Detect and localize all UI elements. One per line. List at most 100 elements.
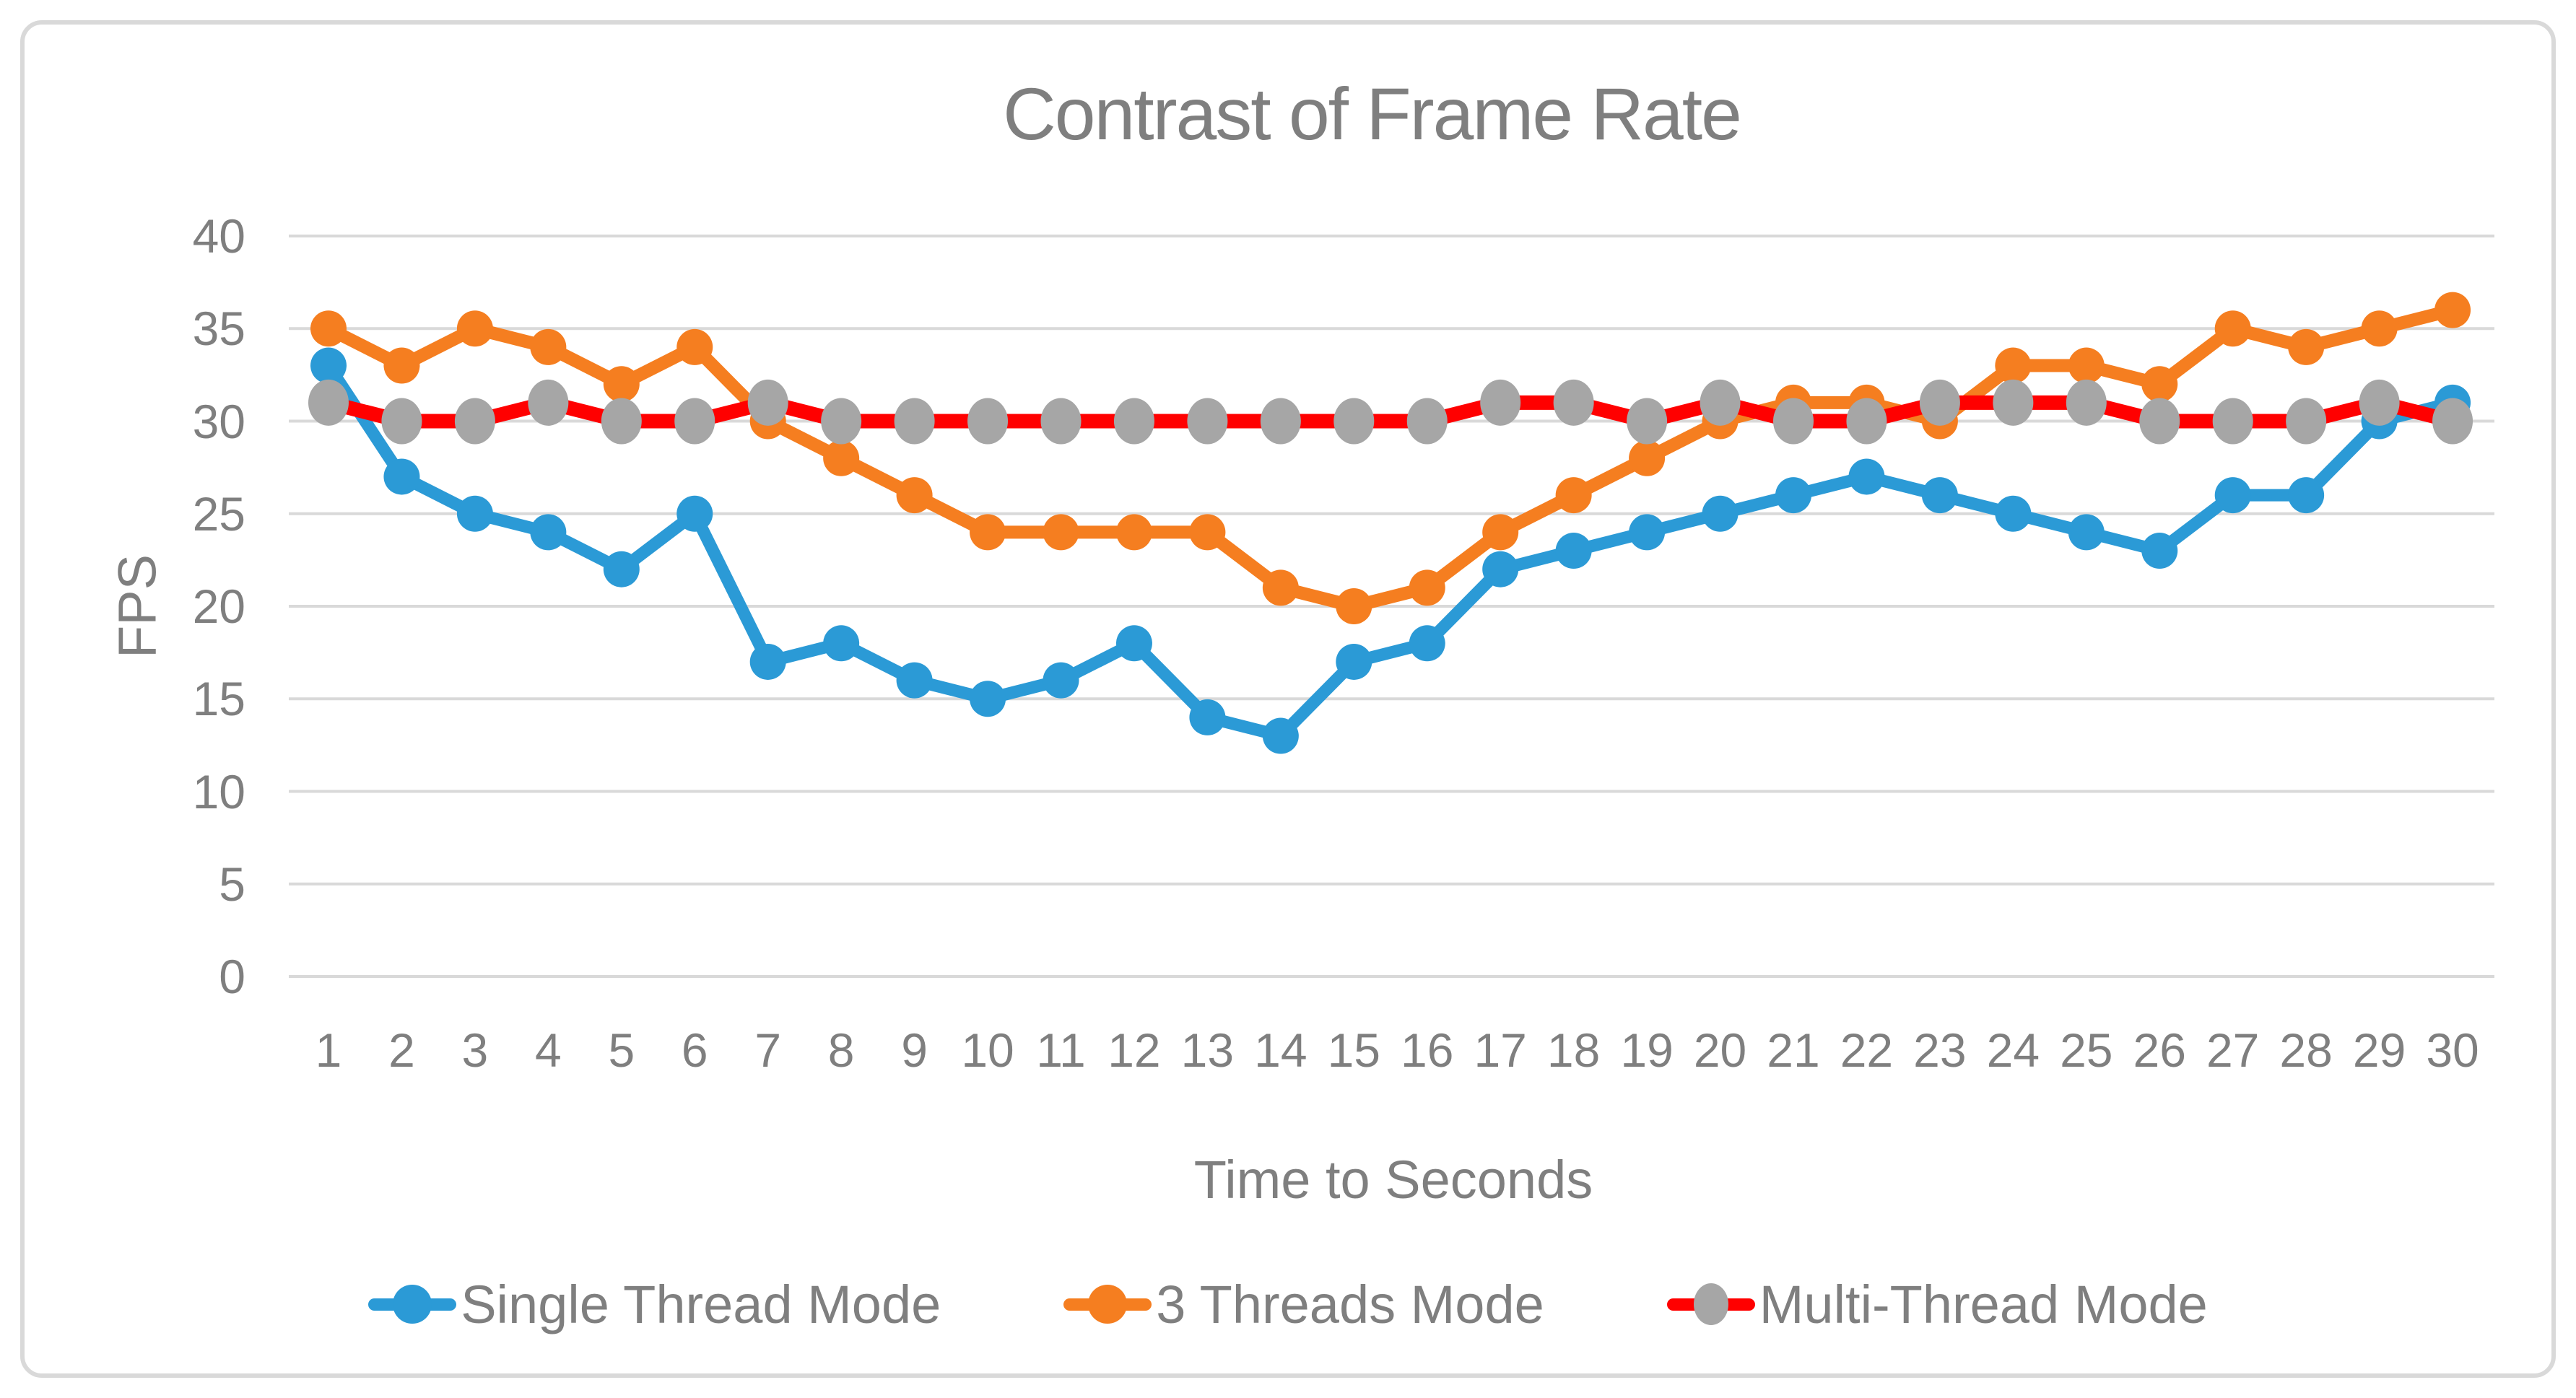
data-point-marker: [2288, 477, 2325, 514]
data-point-marker: [1482, 551, 1519, 587]
legend-label-3-threads: 3 Threads Mode: [1156, 1274, 1544, 1334]
data-point-marker: [896, 662, 933, 699]
data-point-marker: [823, 625, 860, 662]
data-point-marker: [1262, 717, 1299, 754]
legend-label-single-thread: Single Thread Mode: [461, 1274, 941, 1334]
data-point-marker: [456, 310, 493, 347]
data-point-marker: [2068, 347, 2105, 384]
legend-dot-multi-thread-icon: [1693, 1283, 1728, 1325]
data-point-marker: [1043, 662, 1079, 699]
chart-border-frame: [20, 20, 2556, 1378]
data-point-marker: [896, 477, 933, 514]
x-axis-tick-label: 6: [681, 1023, 708, 1077]
x-axis-tick-label: 4: [534, 1023, 562, 1077]
data-point-marker: [967, 398, 1009, 445]
x-axis-tick-label: 11: [1036, 1023, 1086, 1077]
y-axis-tick-label: 10: [192, 764, 245, 818]
data-point-marker: [310, 347, 347, 384]
x-axis-tick-label: 26: [2133, 1023, 2186, 1077]
data-point-marker: [1482, 514, 1519, 551]
data-point-marker: [1846, 398, 1887, 445]
legend-marker-3-threads-icon: [1063, 1285, 1152, 1324]
x-axis-tick-label: 30: [2426, 1023, 2479, 1077]
data-point-marker: [528, 379, 569, 426]
data-point-marker: [1993, 379, 2034, 426]
legend-item-single-thread-mode: Single Thread Mode: [368, 1274, 941, 1335]
x-axis-tick-label: 14: [1254, 1023, 1307, 1077]
data-point-marker: [2068, 514, 2105, 551]
x-axis-tick-label: 13: [1180, 1023, 1235, 1077]
data-point-marker: [1262, 569, 1299, 606]
data-point-marker: [530, 328, 567, 365]
data-point-marker: [823, 440, 860, 476]
data-point-marker: [1629, 514, 1666, 551]
data-point-marker: [1260, 398, 1301, 445]
x-axis-tick-label: 28: [2279, 1023, 2333, 1077]
x-axis-tick-label: 7: [754, 1023, 782, 1077]
data-point-marker: [2139, 398, 2180, 445]
data-point-marker: [1409, 625, 1445, 662]
data-point-marker: [1555, 533, 1592, 569]
y-axis-tick-label: 30: [192, 394, 245, 448]
data-point-marker: [2212, 398, 2253, 445]
legend-dot-single-thread-icon: [393, 1285, 432, 1324]
x-axis-tick-label: 15: [1327, 1023, 1380, 1077]
chart-legend: Single Thread Mode 3 Threads Mode Multi-…: [0, 1272, 2576, 1337]
data-point-marker: [674, 398, 715, 445]
x-axis-tick-label: 12: [1108, 1023, 1161, 1077]
x-axis-tick-label: 19: [1620, 1023, 1674, 1077]
data-point-marker: [1409, 569, 1445, 606]
data-point-marker: [603, 366, 640, 403]
x-axis-tick-label: 10: [961, 1023, 1014, 1077]
data-point-marker: [2361, 310, 2398, 347]
data-point-marker: [381, 398, 422, 445]
data-point-marker: [676, 495, 713, 532]
y-axis-tick-label: 5: [219, 857, 245, 911]
data-point-marker: [1921, 477, 1958, 514]
data-point-marker: [530, 514, 567, 551]
data-point-marker: [2432, 398, 2473, 445]
x-axis-tick-label: 20: [1693, 1023, 1747, 1077]
y-axis-tick-label: 35: [192, 302, 245, 356]
y-axis-tick-label: 40: [192, 209, 245, 263]
data-point-marker: [1555, 477, 1592, 514]
data-point-marker: [1700, 379, 1741, 426]
x-axis-tick-label: 9: [901, 1023, 928, 1077]
data-point-marker: [1406, 398, 1448, 445]
data-point-marker: [1043, 514, 1079, 551]
data-point-marker: [2434, 292, 2471, 328]
data-point-marker: [601, 398, 642, 445]
data-point-marker: [2286, 398, 2327, 445]
series-line-3: [321, 395, 2460, 429]
x-axis-tick-label: 23: [1913, 1023, 1967, 1077]
data-point-marker: [1995, 495, 2032, 532]
y-axis-tick-label: 20: [192, 580, 245, 633]
data-point-marker: [308, 379, 349, 426]
data-point-marker: [1336, 588, 1372, 624]
data-point-marker: [310, 310, 347, 347]
x-axis-tick-label: 2: [388, 1023, 415, 1077]
legend-dot-3-threads-icon: [1088, 1285, 1128, 1324]
data-point-marker: [1040, 398, 1082, 445]
data-point-marker: [1775, 477, 1811, 514]
data-point-marker: [894, 398, 935, 445]
data-point-marker: [1115, 514, 1152, 551]
x-axis-tick-label: 8: [827, 1023, 855, 1077]
data-point-marker: [2141, 366, 2178, 403]
legend-item-multi-thread-mode: Multi-Thread Mode: [1666, 1274, 2208, 1335]
x-axis-tick-label: 5: [608, 1023, 635, 1077]
data-point-marker: [676, 328, 713, 365]
data-point-marker: [454, 398, 495, 445]
y-axis-title: FPS: [107, 554, 167, 658]
x-axis-tick-label: 24: [1986, 1023, 2040, 1077]
data-point-marker: [1336, 643, 1372, 680]
data-point-marker: [603, 551, 640, 587]
series-line-2: [322, 303, 2460, 613]
legend-item-3-threads-mode: 3 Threads Mode: [1063, 1274, 1544, 1335]
data-point-marker: [1995, 347, 2032, 384]
data-point-marker: [1333, 398, 1375, 445]
data-point-marker: [383, 458, 420, 495]
data-point-marker: [1848, 458, 1885, 495]
